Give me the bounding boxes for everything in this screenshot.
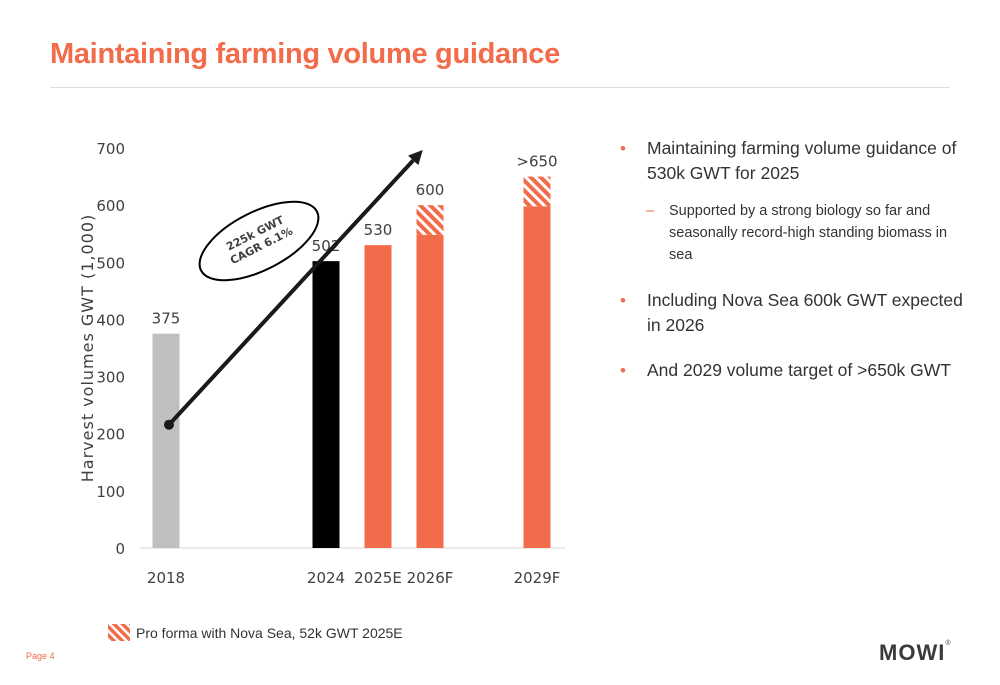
y-tick-label: 100: [96, 483, 125, 501]
mowi-logo: MOWI®: [879, 640, 952, 666]
bar-value-label: 502: [312, 237, 341, 255]
bullet-text: Including Nova Sea 600k GWT expected in …: [647, 290, 963, 335]
bullet-list: • Maintaining farming volume guidance of…: [620, 136, 965, 403]
x-tick-label: 2026F: [407, 569, 454, 587]
bar-value-label: 600: [416, 181, 445, 199]
y-tick-label: 300: [96, 369, 125, 387]
y-tick-label: 600: [96, 197, 125, 215]
cagr-annotation: 225k GWT CAGR 6.1%: [198, 200, 320, 282]
page-title: Maintaining farming volume guidance: [50, 38, 560, 70]
x-tick-label: 2024: [307, 569, 345, 587]
bullet-text: And 2029 volume target of >650k GWT: [647, 360, 951, 380]
sub-bullet-text: Supported by a strong biology so far and…: [669, 203, 948, 263]
bar-2024: [312, 261, 340, 548]
bullet-item: • Maintaining farming volume guidance of…: [620, 136, 965, 186]
bullet-dot-icon: •: [620, 291, 626, 310]
y-tick-label: 200: [96, 426, 125, 444]
page-number: Page 4: [26, 651, 55, 661]
bullet-dot-icon: •: [620, 361, 626, 380]
trend-line: [167, 158, 415, 427]
y-axis-title: Harvest volumes GWT (1,000): [78, 214, 97, 482]
y-tick-label: 400: [96, 311, 125, 329]
bullet-item: • Including Nova Sea 600k GWT expected i…: [620, 288, 965, 338]
bar-value-label: >650: [516, 153, 557, 171]
bullet-dot-icon: •: [620, 139, 626, 158]
harvest-volume-chart: Harvest volumes GWT (1,000) 0 100 200 300 40…: [78, 140, 565, 587]
bar-2025E: [364, 245, 392, 548]
cagr-ellipse: [198, 200, 320, 282]
x-tick-label: 2029F: [514, 569, 561, 587]
dash-icon: –: [646, 203, 655, 219]
cagr-trend-arrow: [164, 150, 423, 430]
y-tick-label: 700: [96, 140, 125, 158]
bar-value-label: 530: [364, 221, 393, 239]
x-tick-label: 2025E: [354, 569, 402, 587]
sub-bullet-item: – Supported by a strong biology so far a…: [620, 200, 965, 266]
bullet-text: Maintaining farming volume guidance of 5…: [647, 138, 957, 183]
bar-2026F: [416, 234, 444, 548]
registered-mark: ®: [945, 640, 952, 647]
legend-label: Pro forma with Nova Sea, 52k GWT 2025E: [136, 624, 403, 641]
logo-text: MOWI: [879, 640, 946, 665]
hatch-swatch-icon: [108, 624, 130, 641]
bar-segment-pro-forma-2026F: [416, 205, 444, 235]
bar-2029F: [523, 206, 551, 549]
chart-legend: Pro forma with Nova Sea, 52k GWT 2025E: [108, 624, 403, 641]
trend-arrow-head: [408, 150, 423, 166]
x-tick-label: 2018: [147, 569, 185, 587]
y-tick-label: 500: [96, 254, 125, 272]
bullet-item: • And 2029 volume target of >650k GWT: [620, 358, 965, 383]
bar-2018: [152, 333, 180, 548]
y-tick-label: 0: [115, 540, 125, 558]
bar-value-label: 375: [152, 310, 181, 328]
bar-segment-pro-forma-2029F: [523, 176, 551, 207]
title-divider: [50, 87, 950, 88]
